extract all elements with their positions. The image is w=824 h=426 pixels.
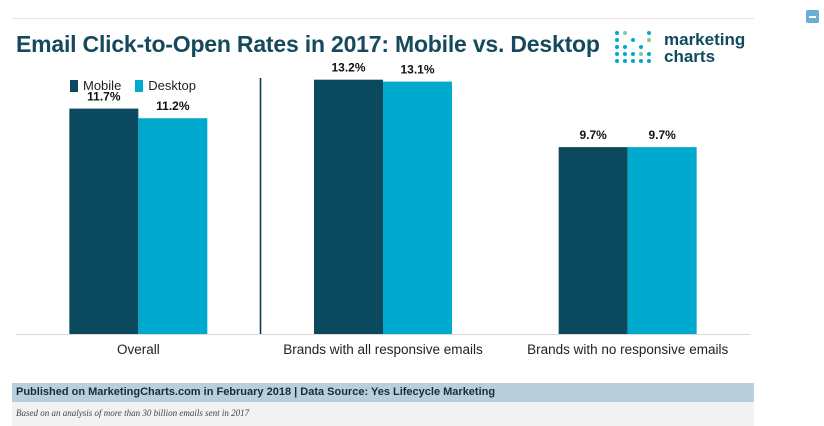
bar-desktop-0 (138, 118, 208, 334)
data-label-mobile-1: 13.2% (331, 61, 365, 75)
legend-item-desktop: Desktop (135, 78, 196, 93)
legend-item-mobile: Mobile (70, 78, 121, 93)
legend-swatch-desktop (135, 79, 144, 92)
legend-label-desktop: Desktop (148, 78, 196, 93)
legend: Mobile Desktop (70, 78, 196, 93)
note-bar: Based on an analysis of more than 30 bil… (12, 402, 754, 426)
top-divider (12, 18, 754, 19)
logo-text-line2: charts (664, 47, 716, 66)
data-label-mobile-0: 11.7% (87, 90, 121, 104)
category-label-0: Overall (117, 342, 160, 357)
legend-label-mobile: Mobile (83, 78, 122, 93)
logo-text-line1: marketing (664, 30, 746, 49)
category-label-1: Brands with all responsive emails (283, 342, 483, 357)
data-label-desktop-0: 11.2% (156, 99, 190, 113)
bar-desktop-1 (383, 81, 452, 335)
chart-title: Email Click-to-Open Rates in 2017: Mobil… (16, 31, 600, 57)
bar-mobile-0 (69, 108, 139, 334)
bar-desktop-2 (627, 147, 697, 334)
logo-dots-icon (615, 31, 651, 63)
collapse-icon[interactable] (806, 10, 819, 23)
source-bar: Published on MarketingCharts.com in Febr… (12, 383, 754, 402)
data-label-desktop-2: 9.7% (648, 128, 676, 142)
bar-chart: 11.7% 11.2% Overall 13.2% 13.1% Brands with a… (16, 61, 750, 357)
legend-swatch-mobile (70, 79, 78, 92)
data-label-mobile-2: 9.7% (579, 128, 607, 142)
category-label-2: Brands with no responsive emails (527, 342, 728, 357)
data-label-desktop-1: 13.1% (400, 63, 434, 77)
bar-mobile-2 (558, 147, 628, 334)
marketingcharts-logo: marketing charts (612, 30, 762, 66)
bar-mobile-1 (314, 79, 383, 335)
